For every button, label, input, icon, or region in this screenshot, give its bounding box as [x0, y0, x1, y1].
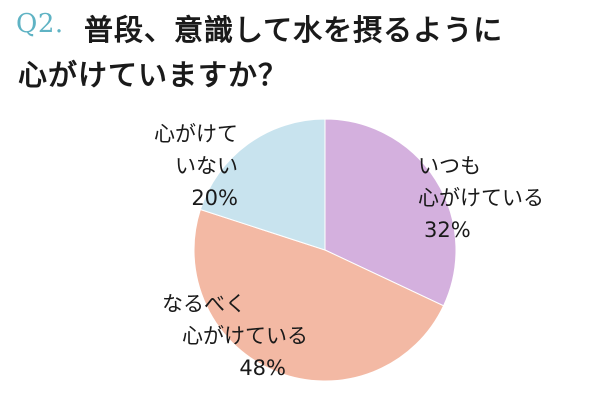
label-try-pct: 48%: [239, 356, 286, 380]
label-not-line1: 心がけて: [154, 122, 238, 146]
label-always-line2: 心がけている: [418, 186, 544, 210]
label-not-line2: いない: [175, 154, 238, 178]
label-not: 心がけて いない 20%: [130, 118, 238, 214]
label-always-pct: 32%: [424, 218, 471, 242]
pie-slice-try: [193, 208, 445, 382]
label-always-line1: いつも: [418, 154, 481, 178]
question-title-line2: 心がけていますか？: [18, 58, 289, 92]
label-try-line2: 心がけている: [182, 324, 308, 348]
label-try-line1: なるべく: [162, 292, 246, 316]
pie-slice-not: [199, 118, 326, 251]
label-try: なるべく 心がけている 48%: [118, 288, 308, 384]
label-always: いつも 心がけている 32%: [418, 150, 544, 246]
pie-slice-always: [324, 118, 457, 307]
label-not-pct: 20%: [191, 186, 238, 210]
question-title-line1: 普段、意識して水を摂るように: [84, 13, 504, 47]
question-number: Q2.: [16, 9, 64, 39]
